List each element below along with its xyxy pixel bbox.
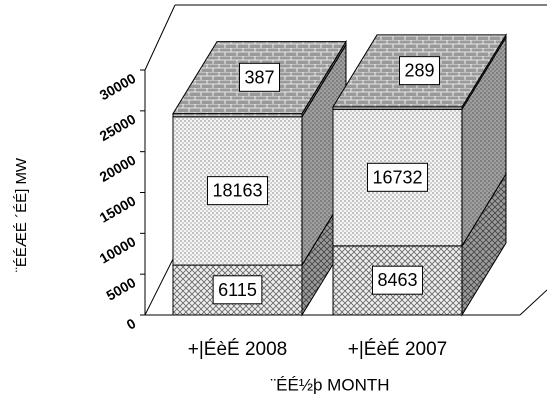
- bar-side-shade: [462, 37, 506, 246]
- value-label-box: [206, 176, 269, 206]
- y-tick-label: 30000: [97, 70, 139, 103]
- value-label: 18163: [212, 181, 262, 201]
- x-axis-title: ¨ÉÉ½þ MONTH: [270, 375, 389, 394]
- y-tick-label: 10000: [97, 233, 139, 266]
- value-label-box: [371, 265, 424, 295]
- value-label-box: [238, 62, 281, 92]
- y-tick-label: 0: [124, 315, 139, 333]
- x-tick-label: +|ÉèÉ 2007: [348, 339, 448, 360]
- value-label: 289: [404, 61, 434, 81]
- y-tick-label: 15000: [97, 192, 139, 225]
- y-tick-label: 20000: [97, 152, 139, 185]
- value-label: 387: [244, 67, 274, 87]
- value-label-box: [398, 56, 441, 86]
- y-tick-label: 5000: [103, 274, 138, 304]
- value-label: 8463: [377, 270, 417, 290]
- y-axis-title: ¨ÉÉÆÉ ´ÉÉ] MW: [13, 157, 30, 272]
- value-label-box: [366, 162, 429, 192]
- value-label-box: [212, 275, 263, 305]
- value-label: 16732: [372, 167, 422, 187]
- value-label: 6115: [218, 280, 257, 300]
- x-tick-label: +|ÉèÉ 2008: [188, 339, 288, 360]
- y-tick-label: 25000: [97, 111, 139, 144]
- bar-side-shade: [462, 173, 506, 315]
